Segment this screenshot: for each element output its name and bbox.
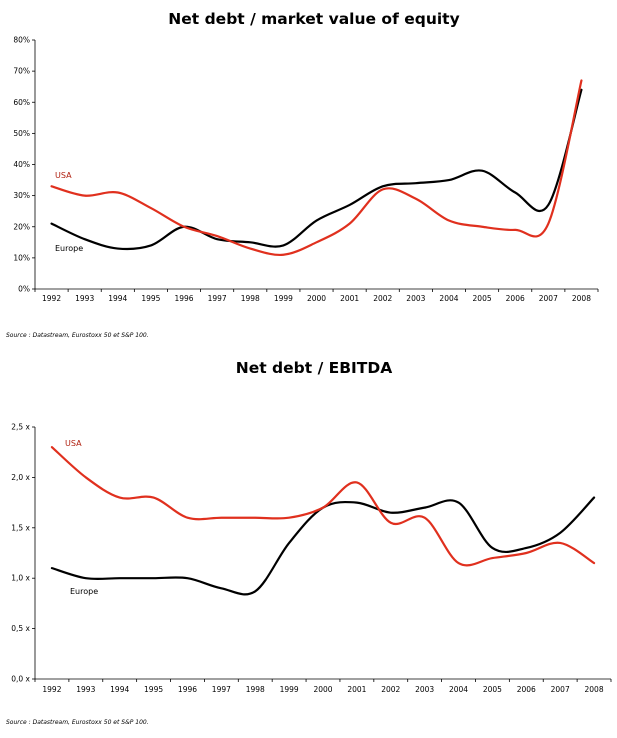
chart1-y-tick-label: 10% xyxy=(13,253,30,262)
chart2-x-tick-label: 1997 xyxy=(212,685,231,694)
chart2-x-tick-label: 2000 xyxy=(313,685,332,694)
chart1-x-tick-label: 1995 xyxy=(141,294,160,303)
chart1-x-tick-label: 2002 xyxy=(373,294,392,303)
chart2-y-tick-label: 0,0 x xyxy=(11,675,30,684)
chart1-y-tick-label: 60% xyxy=(13,98,30,107)
chart1-x-tick-label: 2005 xyxy=(473,294,492,303)
chart1-x-tick-label: 2007 xyxy=(539,294,558,303)
chart-net-debt-ebitda: Net debt / EBITDA 0,0 x 0,5 x 1,0 x 1,5 x 2,… xyxy=(6,359,612,726)
chart-net-debt-equity: Net debt / market value of equity 0% 10% 2… xyxy=(6,10,599,339)
chart2-x-tick-label: 1995 xyxy=(144,685,163,694)
chart2-legend-europe: Europe xyxy=(70,587,98,596)
chart1-x-tick-label: 1997 xyxy=(208,294,227,303)
chart1-x-ticks: 1992 1993 1994 1995 1996 1997 1998 1999 2000 2001… xyxy=(34,289,599,303)
chart1-x-tick-label: 1998 xyxy=(241,294,260,303)
chart1-series-line-usa xyxy=(50,79,583,257)
chart2-x-tick-label: 2003 xyxy=(415,685,434,694)
chart1-title: Net debt / market value of equity xyxy=(168,10,459,28)
chart2-x-tick-label: 2004 xyxy=(449,685,468,694)
chart2-y-tick-label: 1,0 x xyxy=(11,574,30,583)
chart1-y-tick-label: 70% xyxy=(13,67,30,76)
chart2-x-tick-label: 1996 xyxy=(178,685,197,694)
chart1-x-tick-label: 2001 xyxy=(340,294,359,303)
chart2-x-tick-label: 2006 xyxy=(517,685,536,694)
chart2-y-tick-label: 2,5 x xyxy=(11,423,30,432)
chart2-legend-usa: USA xyxy=(65,439,82,448)
chart2-x-tick-label: 1993 xyxy=(76,685,95,694)
chart1-y-tick-label: 20% xyxy=(13,222,30,231)
chart2-x-tick-label: 1994 xyxy=(110,685,129,694)
chart2-y-tick-label: 0,5 x xyxy=(11,624,30,633)
chart1-x-tick-label: 2003 xyxy=(406,294,425,303)
chart1-axes xyxy=(34,40,598,290)
chart1-x-tick-label: 1996 xyxy=(174,294,193,303)
chart1-x-tick-label: 1993 xyxy=(75,294,94,303)
chart2-y-ticks: 0,0 x 0,5 x 1,0 x 1,5 x 2,0 x 2,5 x xyxy=(11,423,35,684)
chart2-x-tick-label: 2005 xyxy=(483,685,502,694)
chart2-x-tick-label: 1999 xyxy=(280,685,299,694)
chart1-y-tick-label: 40% xyxy=(13,160,30,169)
chart2-x-tick-label: 2001 xyxy=(347,685,366,694)
chart2-x-tick-label: 2002 xyxy=(381,685,400,694)
chart1-y-tick-label: 80% xyxy=(13,36,30,45)
chart2-x-ticks: 1992 1993 1994 1995 1996 1997 1998 1999 2000 2001… xyxy=(34,679,612,694)
chart2-x-tick-label: 1998 xyxy=(246,685,265,694)
chart2-series-line-europe xyxy=(50,496,596,596)
chart2-x-tick-label: 2007 xyxy=(551,685,570,694)
chart1-source: Source : Datastream, Eurostoxx 50 et S&P… xyxy=(6,332,149,339)
chart1-y-ticks: 0% 10% 20% 30% 40% 50% 60% 70% 80% xyxy=(13,36,35,294)
chart2-y-tick-label: 1,5 x xyxy=(11,523,30,532)
chart1-x-tick-label: 1994 xyxy=(108,294,127,303)
chart1-legend-usa: USA xyxy=(55,171,72,180)
chart1-x-tick-label: 1999 xyxy=(274,294,293,303)
chart1-series-line-europe xyxy=(50,88,583,251)
chart2-x-tick-label: 2008 xyxy=(585,685,604,694)
chart2-y-tick-label: 2,0 x xyxy=(11,473,30,482)
chart1-x-tick-label: 2004 xyxy=(439,294,458,303)
chart2-axes xyxy=(34,427,611,680)
chart1-y-tick-label: 50% xyxy=(13,129,30,138)
chart1-x-tick-label: 1992 xyxy=(42,294,61,303)
chart1-x-tick-label: 2000 xyxy=(307,294,326,303)
chart1-y-tick-label: 0% xyxy=(18,285,30,294)
chart1-x-tick-label: 2008 xyxy=(572,294,591,303)
chart1-x-tick-label: 2006 xyxy=(506,294,525,303)
chart2-title: Net debt / EBITDA xyxy=(236,359,392,377)
chart2-source: Source : Datastream, Eurostoxx 50 et S&P… xyxy=(6,719,149,726)
chart1-y-tick-label: 30% xyxy=(13,191,30,200)
chart1-series xyxy=(50,79,583,257)
chart2-series xyxy=(50,446,596,596)
chart2-x-tick-label: 1992 xyxy=(42,685,61,694)
chart2-series-line-usa xyxy=(50,446,596,567)
chart1-legend-europe: Europe xyxy=(55,244,83,253)
